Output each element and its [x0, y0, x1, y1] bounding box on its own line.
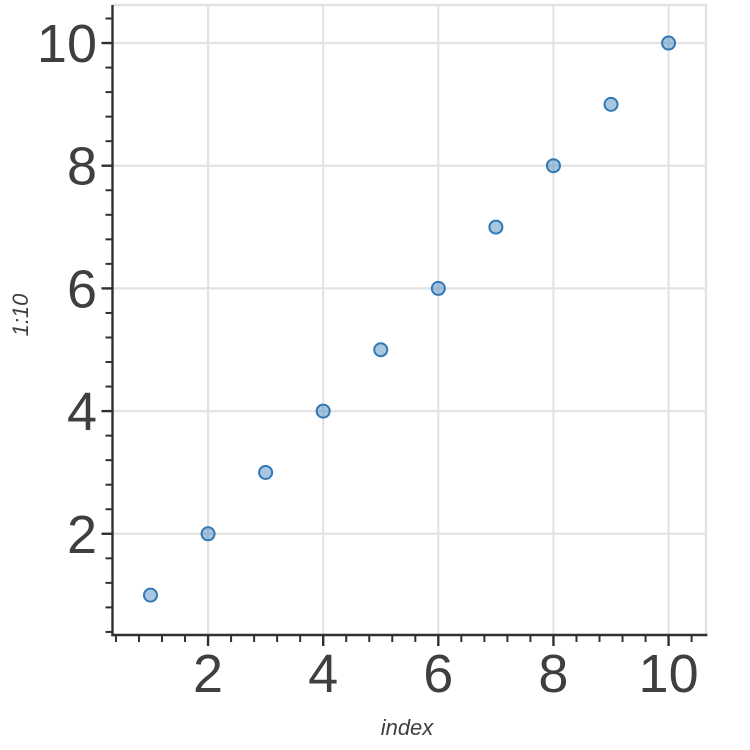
y-tick-label: 8 — [67, 137, 97, 197]
y-tick-label: 6 — [67, 259, 97, 319]
data-point — [200, 526, 216, 542]
x-tick-label: 4 — [308, 644, 338, 704]
data-point — [661, 35, 677, 51]
data-point — [315, 403, 331, 419]
data-point — [430, 280, 446, 296]
data-point — [258, 464, 274, 480]
y-tick-label: 4 — [67, 382, 97, 442]
x-tick-label: 8 — [538, 644, 568, 704]
data-point — [488, 219, 504, 235]
y-tick-label: 10 — [37, 14, 97, 74]
data-point — [545, 158, 561, 174]
x-tick-label: 10 — [639, 644, 699, 704]
x-tick-label: 2 — [193, 644, 223, 704]
x-tick-label: 6 — [423, 644, 453, 704]
data-point — [142, 587, 158, 603]
data-point — [373, 342, 389, 358]
y-tick-label: 2 — [67, 505, 97, 565]
y-axis-title: 1:10 — [8, 293, 33, 337]
data-point — [603, 96, 619, 112]
x-axis-title: index — [380, 715, 434, 740]
